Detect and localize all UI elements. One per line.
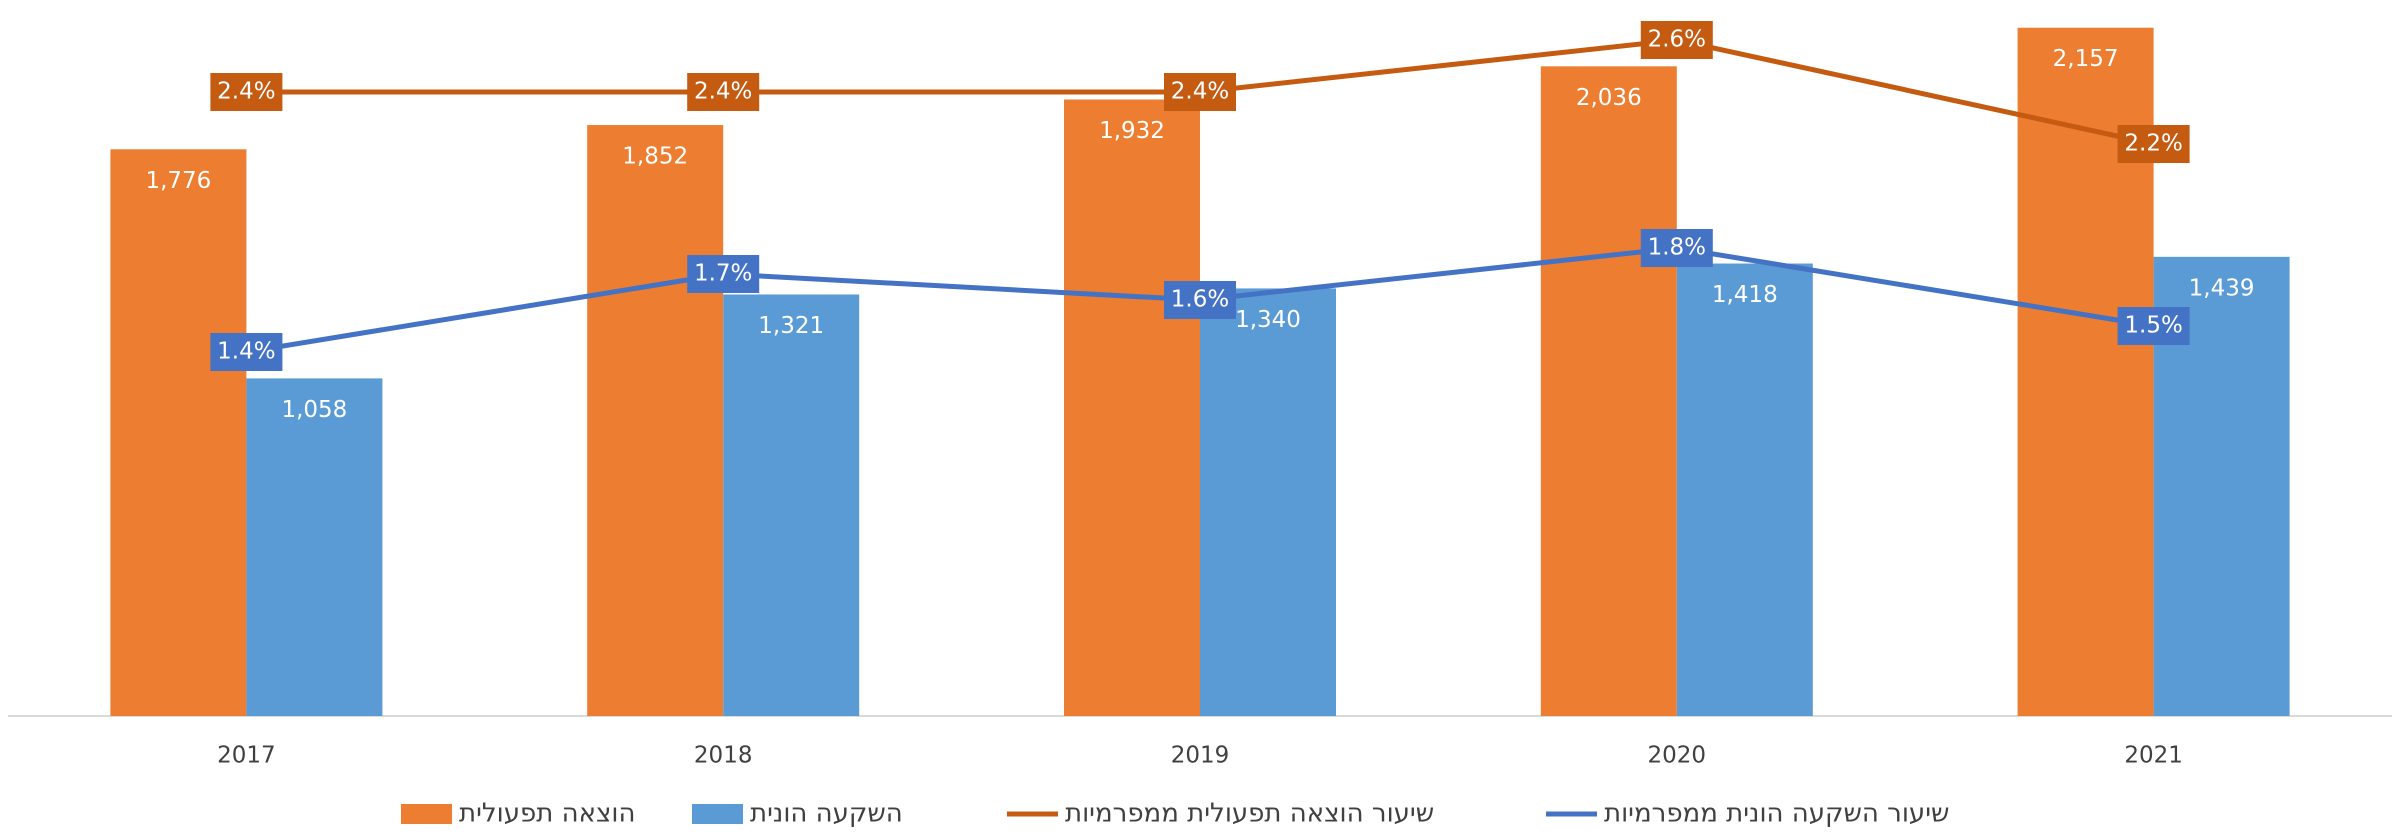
legend-swatch (401, 804, 452, 824)
bar-label: 1,439 (2189, 275, 2255, 301)
bar (1200, 288, 1336, 716)
line-label-box (1640, 21, 1713, 59)
bar-label: 2,157 (2053, 46, 2119, 72)
bar (110, 149, 247, 716)
legend-label: השקעה הונית (750, 799, 903, 829)
line-label-box (1640, 229, 1713, 267)
line-label: 1.7% (694, 261, 752, 287)
line-label-box (210, 73, 283, 111)
bar (1540, 66, 1677, 716)
bar-label: 1,058 (281, 397, 347, 423)
legend-swatch (692, 804, 743, 824)
bar-label: 1,340 (1235, 307, 1301, 333)
x-tick-label: 2019 (1171, 743, 1230, 769)
line-label: 2.6% (1648, 27, 1706, 53)
line-label-box (2117, 125, 2190, 163)
line-label: 1.4% (217, 339, 275, 365)
bar (587, 125, 724, 716)
bar (246, 378, 383, 716)
bar-label: 1,418 (1712, 282, 1778, 308)
bar (723, 294, 860, 716)
line-label-box (2117, 307, 2190, 345)
bar (1676, 263, 1813, 716)
line-label-box (1164, 281, 1236, 319)
x-tick-label: 2020 (1648, 743, 1707, 769)
line-label-box (687, 255, 760, 293)
line-label-box (687, 73, 760, 111)
line-label-box (1164, 73, 1236, 111)
line-label: 2.4% (217, 79, 275, 105)
bar-label: 1,321 (758, 313, 824, 339)
line-label: 2.4% (1171, 79, 1229, 105)
line-label: 1.6% (1171, 287, 1229, 313)
legend-label: שיעור הוצאה תפעולית ממפרמיות (1065, 799, 1434, 829)
bar-label: 1,776 (145, 168, 211, 194)
x-tick-label: 2021 (2124, 743, 2183, 769)
bar-label: 2,036 (1576, 85, 1642, 111)
line-label: 2.4% (694, 79, 752, 105)
legend-label: שיעור השקעה הונית ממפרמיות (1604, 799, 1949, 829)
line-label: 1.8% (1648, 235, 1706, 261)
line-label: 2.2% (2124, 131, 2182, 157)
x-tick-label: 2018 (694, 743, 753, 769)
bar-label: 1,932 (1099, 118, 1165, 144)
x-tick-label: 2017 (217, 743, 276, 769)
bar (1064, 99, 1200, 717)
bar-label: 1,852 (622, 144, 688, 170)
legend-label: הוצאה תפעולית (459, 799, 636, 829)
line-label-box (210, 333, 283, 371)
line-label: 1.5% (2124, 313, 2182, 339)
